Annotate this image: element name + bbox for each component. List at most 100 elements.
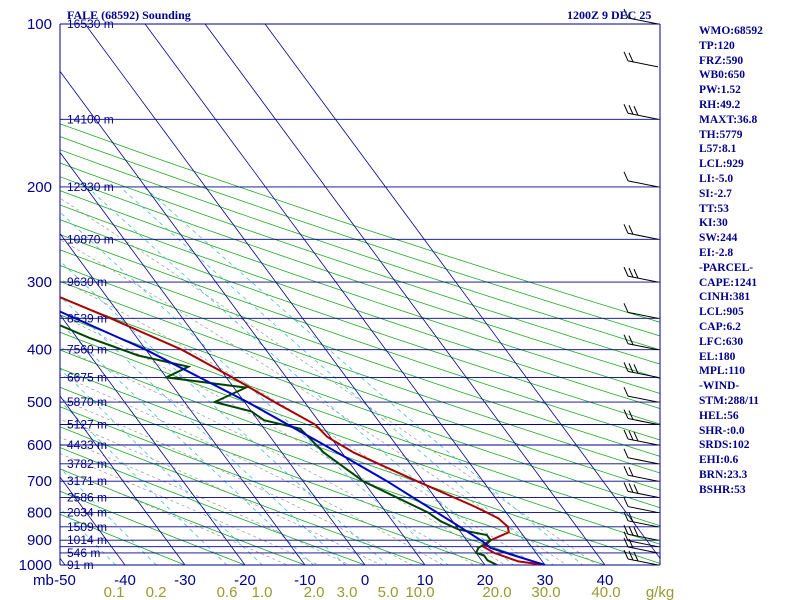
wind-barb-feather: [623, 525, 629, 535]
stability-indices-list: WMO:68592 TP:120 FRZ:590 WB0:650 PW:1.52 RH:4…: [699, 24, 763, 498]
wind-barb-feather: [628, 512, 634, 523]
isotherm-line: [0, 0, 14, 576]
height-label: 7560 m: [67, 343, 107, 357]
index-item: MAXT:36.8: [699, 113, 758, 126]
chart-title: FALE (68592) Sounding: [67, 8, 191, 22]
wind-barb-feather: [633, 551, 639, 562]
dry-adiabat-line: [60, 265, 660, 474]
wind-barb-feather: [633, 527, 639, 537]
index-item: SRDS:102: [699, 439, 750, 452]
isotherm-line: [84, 24, 486, 565]
dry-adiabat-line: [60, 513, 187, 565]
moist-adiabat-line: [60, 418, 382, 565]
isotherm-line: [204, 24, 606, 565]
wind-barb-staff: [627, 275, 659, 283]
index-item: FRZ:590: [699, 54, 744, 67]
index-item: CAP:6.2: [699, 320, 741, 333]
mixing-ratio-line: [60, 211, 449, 565]
dry-adiabat-line: [60, 468, 307, 565]
wind-barb-staff: [627, 370, 659, 378]
pressure-tick-label: 900: [27, 532, 52, 549]
moist-adiabat-line: [60, 453, 320, 565]
wind-barb-staff: [627, 457, 659, 465]
height-label: 91 m: [67, 558, 94, 572]
mixing-ratio-label: 20.0: [482, 584, 511, 600]
wind-barb-feather: [628, 363, 634, 373]
wind-barb-feather: [628, 335, 634, 345]
temperature-tick-label: -40: [114, 572, 136, 589]
pressure-tick-label: 100: [27, 16, 52, 33]
pressure-tick-label: 200: [27, 179, 52, 196]
height-label: 16530 m: [67, 17, 114, 31]
wind-barb-staff: [627, 180, 659, 188]
wind-barb-feather: [633, 268, 639, 279]
wind-barb-feather: [633, 106, 639, 116]
height-label: 12330 m: [67, 180, 114, 194]
wind-barb-feather: [623, 537, 629, 548]
index-item: SHR-:0.0: [699, 424, 745, 437]
index-item: CAPE:1241: [699, 276, 758, 289]
isotherm-line: [144, 24, 546, 565]
wind-barb-feather: [623, 386, 629, 397]
dry-adiabat-line: [60, 490, 247, 565]
temperature-tick-label: -50: [54, 572, 76, 589]
pressure-tick-label: 1000: [19, 557, 52, 574]
wind-barb-feather: [623, 266, 629, 277]
wind-barb-feather: [628, 538, 634, 549]
height-label: 2034 m: [67, 506, 107, 520]
wind-barb-staff: [627, 17, 659, 25]
height-label: 10870 m: [67, 232, 114, 246]
wind-barb-feather: [623, 362, 629, 372]
wind-barb-feather: [623, 531, 629, 541]
index-item: EHI:0.6: [699, 454, 739, 467]
mixing-ratio-line: [60, 295, 346, 565]
wind-barb-feather: [633, 484, 639, 494]
wind-barb-feather: [628, 267, 634, 278]
wind-barb-feather: [623, 8, 629, 19]
height-label: 8539 m: [67, 311, 107, 325]
wind-barb-feather: [628, 105, 634, 115]
isotherm-line: [60, 232, 306, 565]
wind-barb-feather: [623, 429, 629, 440]
dry-adiabat-line: [60, 331, 660, 545]
index-item: KI:30: [699, 217, 728, 230]
pressure-tick-label: 600: [27, 437, 52, 454]
isotherm-line: [60, 314, 246, 565]
index-item: TH:5779: [699, 128, 743, 141]
index-item: TP:120: [699, 39, 735, 52]
mixing-ratio-label: 3.0: [337, 584, 358, 600]
mixing-ratio-label: 5.0: [378, 584, 399, 600]
dry-adiabat-line: [60, 426, 427, 565]
wind-barb-feather: [628, 410, 634, 420]
index-item: EL:180: [699, 350, 736, 363]
height-label: 546 m: [67, 546, 100, 560]
height-label: 1509 m: [67, 520, 107, 534]
index-item: L57:8.1: [699, 143, 737, 156]
mixing-ratio-line: [119, 186, 555, 565]
wind-barb-staff: [627, 506, 659, 514]
sounding-traces: [60, 296, 546, 565]
index-item: TT:53: [699, 202, 729, 215]
height-label: 4433 m: [67, 438, 107, 452]
temperature-tick-label: 40: [597, 572, 614, 589]
wind-barb-feather: [623, 104, 629, 114]
height-label: 1014 m: [67, 533, 107, 547]
index-item: LCL:929: [699, 158, 744, 171]
temperature-tick-label: 0: [361, 572, 369, 589]
pressure-tick-label: 400: [27, 342, 52, 359]
dry-adiabat-line: [60, 314, 660, 527]
index-item: EI:-2.8: [699, 246, 734, 259]
wind-barb-feather: [628, 483, 634, 493]
temperature-tick-label: 10: [417, 572, 434, 589]
index-item: HEL:56: [699, 409, 739, 422]
index-item: LI:-5.0: [699, 172, 734, 185]
mixing-ratio-line: [60, 260, 388, 565]
mixing-ratio-label: 1.0: [252, 584, 273, 600]
isotherm-line: [60, 151, 366, 565]
wind-barb-feather: [628, 225, 634, 235]
mixing-ratio-line: [60, 322, 315, 565]
moist-adiabat-line: [60, 374, 444, 565]
x-axis-unit-label: mb: [33, 572, 54, 589]
isotherm-line: [60, 395, 186, 565]
